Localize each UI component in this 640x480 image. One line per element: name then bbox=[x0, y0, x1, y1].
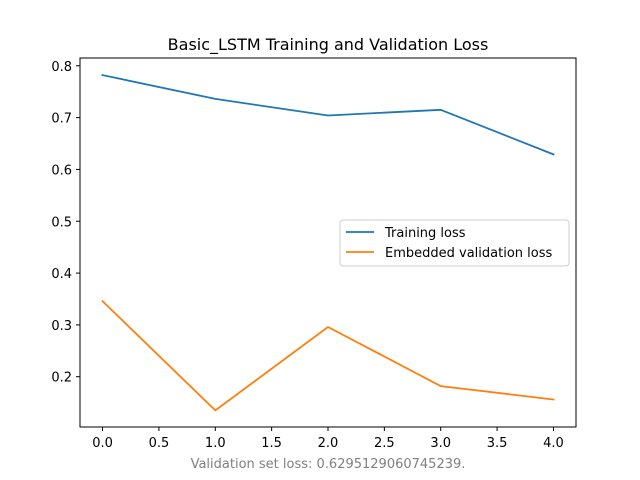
plot-frame bbox=[79, 57, 577, 428]
series-line-training-loss bbox=[101, 74, 555, 156]
series-line-embedded-validation-loss bbox=[101, 299, 555, 412]
y-tick-label: 0.4 bbox=[51, 267, 72, 282]
x-tick-label: 3.0 bbox=[430, 436, 451, 451]
legend-box bbox=[339, 219, 570, 267]
y-tick-label: 0.2 bbox=[51, 371, 72, 386]
legend: Training loss Embedded validation loss bbox=[339, 219, 570, 267]
y-tick-label: 0.3 bbox=[51, 319, 72, 334]
y-tick-label: 0.6 bbox=[51, 163, 72, 178]
plot-area: 0.0 0.5 1.0 1.5 2.0 2.5 3.0 3.5 4.0 0.2 0.3 0.4 0.5 0… bbox=[51, 60, 563, 451]
x-tick-label: 0.0 bbox=[92, 436, 113, 451]
legend-label: Embedded validation loss bbox=[385, 246, 552, 261]
legend-label: Training loss bbox=[384, 226, 466, 241]
x-tick-label: 4.0 bbox=[543, 436, 564, 451]
y-tick-label: 0.7 bbox=[51, 112, 72, 127]
x-tick-label: 3.5 bbox=[487, 436, 508, 451]
caption: Validation set loss: 0.6295129060745239. bbox=[191, 457, 466, 472]
x-tick-label: 1.5 bbox=[261, 436, 282, 451]
x-tick-label: 1.0 bbox=[205, 436, 226, 451]
x-tick-label: 2.0 bbox=[318, 436, 339, 451]
x-tick-label: 2.5 bbox=[374, 436, 395, 451]
x-tick-label: 0.5 bbox=[149, 436, 170, 451]
y-tick-label: 0.8 bbox=[51, 60, 72, 75]
y-tick-label: 0.5 bbox=[51, 215, 72, 230]
chart-title: Basic_LSTM Training and Validation Loss bbox=[168, 35, 489, 55]
